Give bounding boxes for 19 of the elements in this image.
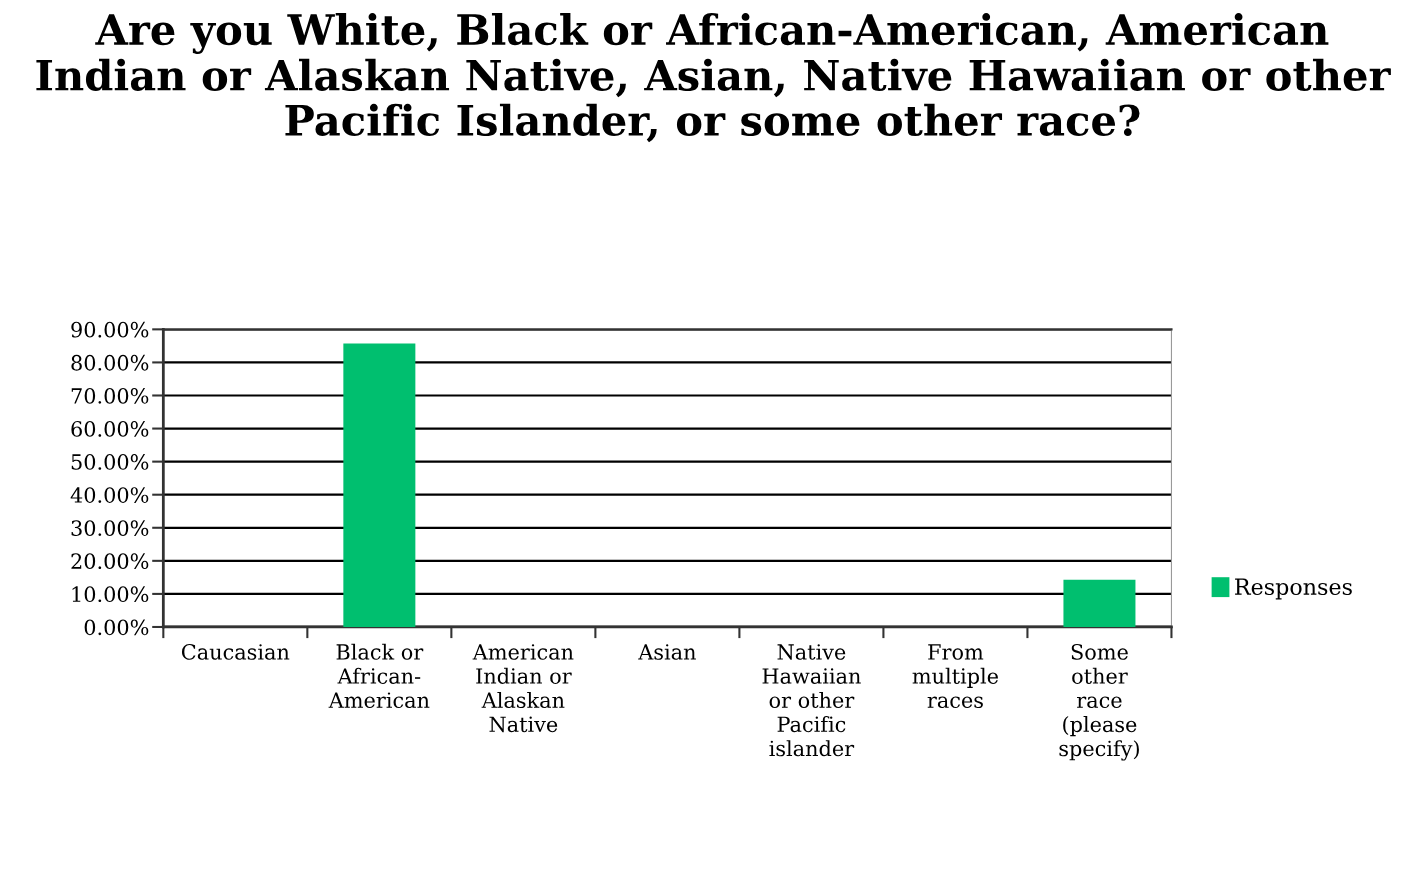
y-tick-label: 10.00% <box>72 586 149 603</box>
y-tick-label: 80.00% <box>71 354 149 371</box>
y-tick-label: 70.00% <box>71 387 149 404</box>
x-tick-label: American Indian or Alaskan Native <box>472 644 574 733</box>
x-tick-label: Caucasian <box>181 644 290 660</box>
y-tick-label: 0.00% <box>84 619 149 636</box>
y-tick-label: 40.00% <box>70 487 149 503</box>
x-tick-label: From multiple races <box>912 644 998 709</box>
y-tick-label: 50.00% <box>71 454 149 470</box>
y-tick-label: 20.00% <box>71 553 149 570</box>
x-tick-label: Some other race (please specify) <box>1059 644 1139 761</box>
x-tick-label: Asian <box>638 644 696 660</box>
legend-label: Responses <box>1235 578 1352 600</box>
y-tick-label: 60.00% <box>71 421 149 437</box>
x-tick-label: Native Hawaiian or other Pacific islander <box>762 644 861 757</box>
y-tick-label: 90.00% <box>71 321 149 338</box>
chart-title: Are you White, Black or African-American, American Indian or Alaskan Native, Asian, Native Hawaiian or other Pacific Islander, or some other race? <box>36 13 1391 143</box>
y-tick-label: 30.00% <box>71 520 149 536</box>
x-tick-label: Black or African- American <box>328 643 430 709</box>
